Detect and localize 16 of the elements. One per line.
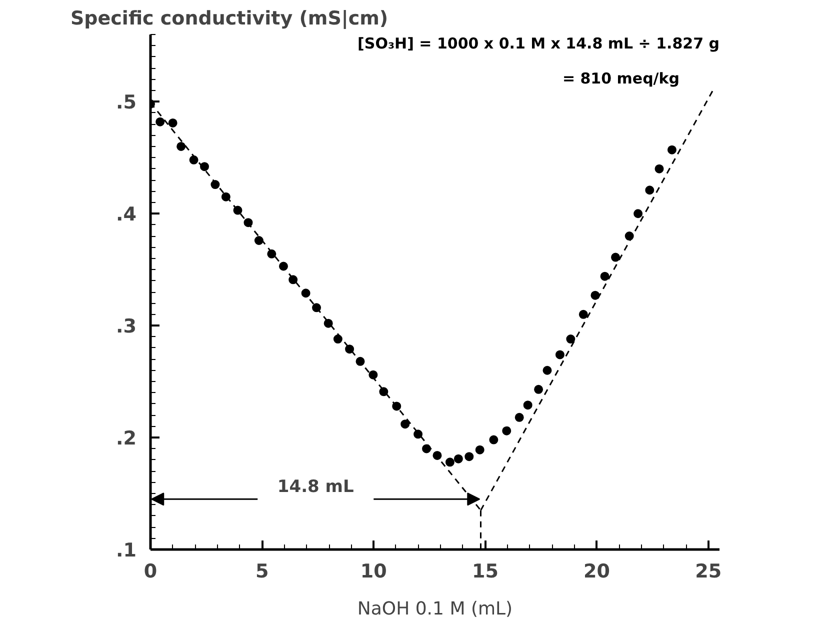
- y-tick-label: .1: [116, 540, 137, 562]
- y-tick-label: .3: [116, 316, 137, 338]
- annotation: = 810 meq/kg: [562, 70, 680, 88]
- y-tick-label: .2: [116, 428, 137, 450]
- y-tick-label: .4: [116, 204, 137, 226]
- x-axis-title: NaOH 0.1 M (mL): [357, 598, 513, 620]
- y-tick-label: .5: [116, 92, 137, 114]
- y-axis-title: Specific conductivity (mS|cm): [70, 8, 388, 30]
- x-tick-label: 20: [584, 560, 610, 582]
- annotation: 14.8 mL: [277, 477, 354, 498]
- x-tick-label: 5: [255, 560, 269, 582]
- annotation: [SO₃H] = 1000 x 0.1 M x 14.8 mL ÷ 1.827 g: [358, 34, 720, 52]
- x-tick-label: 0: [144, 560, 158, 582]
- x-tick-label: 25: [695, 560, 722, 582]
- x-tick-label: 10: [360, 560, 387, 582]
- x-tick-label: 15: [472, 560, 498, 582]
